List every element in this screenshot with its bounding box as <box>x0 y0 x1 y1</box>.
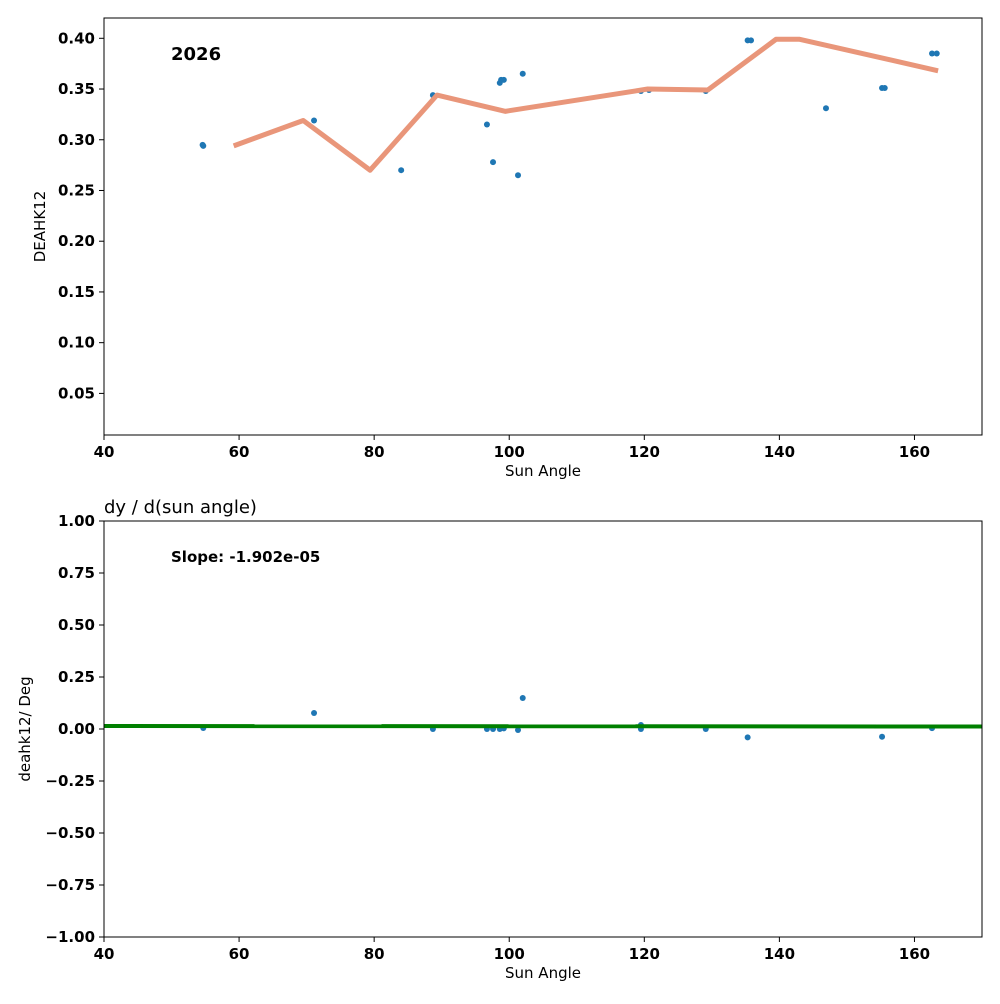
x-tick-label: 100 <box>494 945 525 963</box>
x-tick-label: 120 <box>629 945 660 963</box>
y-tick-label: 0.10 <box>58 334 95 352</box>
data-point <box>822 105 829 112</box>
chart-annotation: Slope: -1.902e-05 <box>171 548 320 566</box>
x-tick-label: 60 <box>229 443 250 461</box>
chart-annotation: 2026 <box>171 44 221 65</box>
x-tick-label: 40 <box>94 443 115 461</box>
y-tick-label: −1.00 <box>45 928 95 946</box>
y-tick-label: 0.05 <box>58 384 95 402</box>
x-axis-label: Sun Angle <box>505 462 581 480</box>
y-tick-label: 0.25 <box>58 668 95 686</box>
data-point <box>311 117 318 124</box>
data-point <box>933 50 940 57</box>
y-tick-label: −0.25 <box>45 772 95 790</box>
y-tick-label: 0.50 <box>58 616 95 634</box>
x-tick-label: 120 <box>629 443 660 461</box>
data-point <box>398 167 405 174</box>
data-point <box>929 50 936 57</box>
x-tick-label: 140 <box>764 443 795 461</box>
x-tick-label: 80 <box>364 443 385 461</box>
data-point <box>515 172 522 179</box>
x-tick-label: 60 <box>229 945 250 963</box>
y-tick-label: 0.25 <box>58 181 95 199</box>
fit-line <box>103 723 983 729</box>
data-point <box>500 76 507 83</box>
y-tick-label: 0.30 <box>58 131 95 149</box>
trend-line <box>232 36 939 173</box>
data-point <box>519 70 526 77</box>
data-point <box>748 37 755 44</box>
y-axis-label: deahk12/ Deg <box>16 676 34 781</box>
data-point <box>490 159 497 166</box>
y-tick-label: 0.40 <box>58 29 95 47</box>
y-tick-label: 1.00 <box>58 512 95 530</box>
y-tick-label: −0.50 <box>45 824 95 842</box>
y-axis-label: DEAHK12 <box>31 191 49 263</box>
x-tick-label: 160 <box>899 945 930 963</box>
data-point <box>483 121 490 128</box>
y-tick-label: 0.00 <box>58 720 95 738</box>
subplot-2: 40 60 80 100 120 140 160 −1.00 −0.75 −0.50 −0.25 0.… <box>16 497 983 982</box>
data-point <box>515 727 522 734</box>
x-tick-label: 40 <box>94 945 115 963</box>
chart-title: dy / d(sun angle) <box>104 497 257 518</box>
y-tick-label: 0.15 <box>58 283 95 301</box>
data-point <box>311 709 318 716</box>
x-tick-label: 140 <box>764 945 795 963</box>
y-tick-label: 0.20 <box>58 232 95 250</box>
data-point <box>744 734 751 741</box>
x-axis-label: Sun Angle <box>505 964 581 982</box>
subplot-1: 40 60 80 100 120 140 160 0.05 0.10 0.15 0.20 0.25 0.… <box>31 17 983 480</box>
y-tick-label: 0.75 <box>58 564 95 582</box>
data-point <box>200 142 207 149</box>
x-tick-label: 160 <box>899 443 930 461</box>
data-point <box>879 733 886 740</box>
x-tick-label: 80 <box>364 945 385 963</box>
x-tick-label: 100 <box>494 443 525 461</box>
y-tick-label: 0.35 <box>58 80 95 98</box>
data-point <box>519 695 526 702</box>
axes-frame <box>103 520 983 938</box>
data-point <box>881 85 888 92</box>
y-tick-label: −0.75 <box>45 876 95 894</box>
axes-frame <box>103 17 983 436</box>
